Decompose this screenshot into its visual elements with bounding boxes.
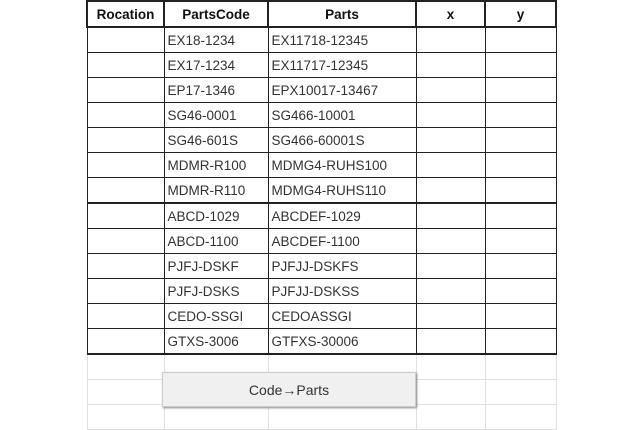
- partscode-cell[interactable]: SG46-601S: [163, 127, 269, 153]
- y-cell[interactable]: [484, 26, 557, 53]
- y-cell[interactable]: [484, 52, 557, 78]
- x-cell[interactable]: [415, 303, 486, 329]
- table-row: SG46-601S SG466-60001S: [86, 127, 557, 153]
- parts-cell[interactable]: SG466-60001S: [267, 127, 417, 153]
- rocation-cell[interactable]: [86, 202, 165, 229]
- table-row: MDMR-R100 MDMG4-RUHS100: [86, 152, 557, 178]
- parts-cell[interactable]: GTFXS-30006: [267, 328, 417, 355]
- empty-cell[interactable]: [86, 404, 165, 430]
- x-cell[interactable]: [415, 127, 486, 153]
- partscode-cell[interactable]: ABCD-1029: [163, 202, 269, 229]
- x-cell[interactable]: [415, 202, 486, 229]
- parts-cell[interactable]: EX11718-12345: [267, 26, 417, 53]
- table-row: SG46-0001 SG466-10001: [86, 102, 557, 128]
- parts-cell[interactable]: ABCDEF-1029: [267, 202, 417, 229]
- table-row: EP17-1346 EPX10017-13467: [86, 77, 557, 103]
- partscode-cell[interactable]: EP17-1346: [163, 77, 269, 103]
- rocation-cell[interactable]: [86, 127, 165, 153]
- empty-cell[interactable]: [415, 353, 486, 380]
- x-cell[interactable]: [415, 52, 486, 78]
- empty-cell[interactable]: [267, 404, 417, 430]
- x-cell[interactable]: [415, 228, 486, 254]
- empty-cell[interactable]: [163, 404, 269, 430]
- empty-cell[interactable]: [415, 404, 486, 430]
- y-cell[interactable]: [484, 328, 557, 355]
- y-cell[interactable]: [484, 303, 557, 329]
- table-row: EX18-1234 EX11718-12345: [86, 26, 557, 53]
- parts-cell[interactable]: MDMG4-RUHS100: [267, 152, 417, 178]
- y-cell[interactable]: [484, 152, 557, 178]
- parts-cell[interactable]: SG466-10001: [267, 102, 417, 128]
- x-cell[interactable]: [415, 253, 486, 279]
- table-row: GTXS-3006 GTFXS-30006: [86, 328, 557, 355]
- x-cell[interactable]: [415, 26, 486, 53]
- table-row: MDMR-R110 MDMG4-RUHS110: [86, 177, 557, 204]
- header-rocation[interactable]: Rocation: [86, 0, 165, 28]
- y-cell[interactable]: [484, 102, 557, 128]
- parts-cell[interactable]: EPX10017-13467: [267, 77, 417, 103]
- rocation-cell[interactable]: [86, 328, 165, 355]
- partscode-cell[interactable]: SG46-0001: [163, 102, 269, 128]
- table-row: PJFJ-DSKS PJFJJ-DSKSS: [86, 278, 557, 304]
- table-row: ABCD-1029 ABCDEF-1029: [86, 202, 557, 229]
- header-x[interactable]: x: [415, 0, 486, 28]
- y-cell[interactable]: [484, 253, 557, 279]
- x-cell[interactable]: [415, 177, 486, 204]
- header-parts[interactable]: Parts: [267, 0, 417, 28]
- partscode-cell[interactable]: PJFJ-DSKF: [163, 253, 269, 279]
- partscode-cell[interactable]: CEDO-SSGI: [163, 303, 269, 329]
- header-row: Rocation PartsCode Parts x y: [86, 0, 557, 28]
- x-cell[interactable]: [415, 102, 486, 128]
- empty-cell[interactable]: [415, 379, 486, 405]
- rocation-cell[interactable]: [86, 303, 165, 329]
- y-cell[interactable]: [484, 278, 557, 304]
- rocation-cell[interactable]: [86, 26, 165, 53]
- rocation-cell[interactable]: [86, 177, 165, 204]
- table-row: ABCD-1100 ABCDEF-1100: [86, 228, 557, 254]
- x-cell[interactable]: [415, 152, 486, 178]
- empty-cell[interactable]: [86, 353, 165, 380]
- table-row: CEDO-SSGI CEDOASSGI: [86, 303, 557, 329]
- x-cell[interactable]: [415, 77, 486, 103]
- rocation-cell[interactable]: [86, 52, 165, 78]
- parts-cell[interactable]: PJFJJ-DSKFS: [267, 253, 417, 279]
- partscode-cell[interactable]: MDMR-R100: [163, 152, 269, 178]
- partscode-cell[interactable]: PJFJ-DSKS: [163, 278, 269, 304]
- y-cell[interactable]: [484, 202, 557, 229]
- empty-cell[interactable]: [86, 379, 165, 405]
- partscode-cell[interactable]: EX18-1234: [163, 26, 269, 53]
- table-row: EX17-1234 EX11717-12345: [86, 52, 557, 78]
- y-cell[interactable]: [484, 77, 557, 103]
- table-row: PJFJ-DSKF PJFJJ-DSKFS: [86, 253, 557, 279]
- partscode-cell[interactable]: GTXS-3006: [163, 328, 269, 355]
- parts-table: Rocation PartsCode Parts x y EX18-1234 EX…: [86, 0, 557, 430]
- rocation-cell[interactable]: [86, 77, 165, 103]
- header-partscode[interactable]: PartsCode: [163, 0, 269, 28]
- partscode-cell[interactable]: ABCD-1100: [163, 228, 269, 254]
- rocation-cell[interactable]: [86, 278, 165, 304]
- partscode-cell[interactable]: EX17-1234: [163, 52, 269, 78]
- parts-cell[interactable]: ABCDEF-1100: [267, 228, 417, 254]
- partscode-cell[interactable]: MDMR-R110: [163, 177, 269, 204]
- rocation-cell[interactable]: [86, 253, 165, 279]
- empty-row: [86, 404, 557, 430]
- header-y[interactable]: y: [484, 0, 557, 28]
- rocation-cell[interactable]: [86, 152, 165, 178]
- parts-cell[interactable]: CEDOASSGI: [267, 303, 417, 329]
- x-cell[interactable]: [415, 278, 486, 304]
- empty-cell[interactable]: [484, 379, 557, 405]
- parts-cell[interactable]: PJFJJ-DSKSS: [267, 278, 417, 304]
- y-cell[interactable]: [484, 177, 557, 204]
- x-cell[interactable]: [415, 328, 486, 355]
- rocation-cell[interactable]: [86, 228, 165, 254]
- parts-cell[interactable]: EX11717-12345: [267, 52, 417, 78]
- parts-cell[interactable]: MDMG4-RUHS110: [267, 177, 417, 204]
- rocation-cell[interactable]: [86, 102, 165, 128]
- y-cell[interactable]: [484, 127, 557, 153]
- empty-cell[interactable]: [484, 353, 557, 380]
- y-cell[interactable]: [484, 228, 557, 254]
- code-to-parts-button[interactable]: Code→Parts: [162, 372, 416, 407]
- empty-cell[interactable]: [484, 404, 557, 430]
